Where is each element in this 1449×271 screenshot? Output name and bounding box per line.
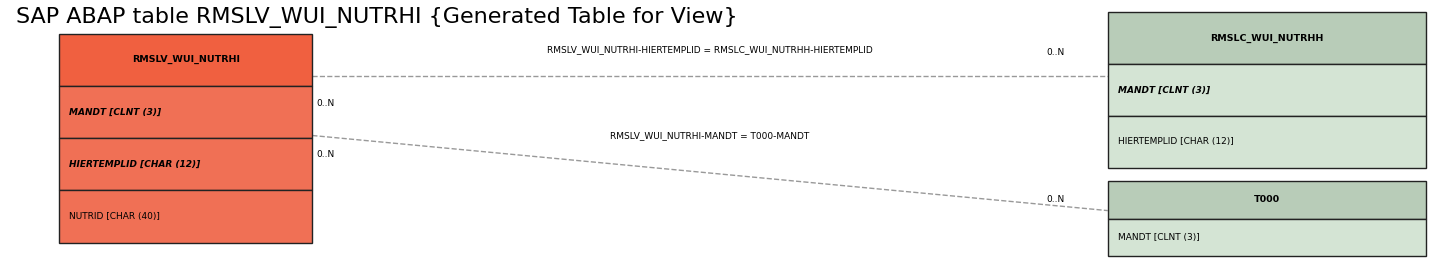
FancyBboxPatch shape <box>1107 219 1426 256</box>
Text: 0..N: 0..N <box>317 150 335 159</box>
Text: T000: T000 <box>1253 195 1279 204</box>
Text: MANDT [CLNT (3)]: MANDT [CLNT (3)] <box>70 108 161 117</box>
Text: 0..N: 0..N <box>1046 48 1065 57</box>
FancyBboxPatch shape <box>59 191 313 243</box>
Text: RMSLV_WUI_NUTRHI-MANDT = T000-MANDT: RMSLV_WUI_NUTRHI-MANDT = T000-MANDT <box>610 131 810 140</box>
FancyBboxPatch shape <box>59 34 313 86</box>
Text: SAP ABAP table RMSLV_WUI_NUTRHI {Generated Table for View}: SAP ABAP table RMSLV_WUI_NUTRHI {Generat… <box>16 7 738 28</box>
Text: MANDT [CLNT (3)]: MANDT [CLNT (3)] <box>1117 233 1200 242</box>
FancyBboxPatch shape <box>1107 116 1426 168</box>
Text: NUTRID [CHAR (40)]: NUTRID [CHAR (40)] <box>70 212 161 221</box>
FancyBboxPatch shape <box>1107 64 1426 116</box>
FancyBboxPatch shape <box>1107 12 1426 64</box>
Text: RMSLV_WUI_NUTRHI: RMSLV_WUI_NUTRHI <box>132 55 239 64</box>
Text: RMSLC_WUI_NUTRHH: RMSLC_WUI_NUTRHH <box>1210 34 1323 43</box>
Text: MANDT [CLNT (3)]: MANDT [CLNT (3)] <box>1117 85 1210 94</box>
FancyBboxPatch shape <box>59 86 313 138</box>
Text: RMSLV_WUI_NUTRHI-HIERTEMPLID = RMSLC_WUI_NUTRHH-HIERTEMPLID: RMSLV_WUI_NUTRHI-HIERTEMPLID = RMSLC_WUI… <box>548 45 872 54</box>
Text: HIERTEMPLID [CHAR (12)]: HIERTEMPLID [CHAR (12)] <box>70 160 200 169</box>
Text: 0..N: 0..N <box>317 99 335 108</box>
FancyBboxPatch shape <box>59 138 313 191</box>
Text: HIERTEMPLID [CHAR (12)]: HIERTEMPLID [CHAR (12)] <box>1117 137 1233 146</box>
Text: 0..N: 0..N <box>1046 195 1065 204</box>
FancyBboxPatch shape <box>1107 181 1426 219</box>
